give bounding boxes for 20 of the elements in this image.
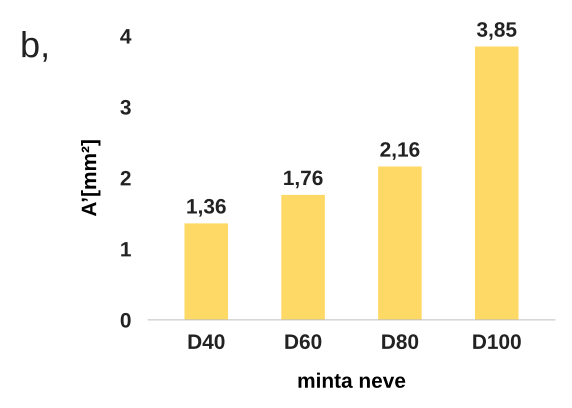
data-label: 1,36 bbox=[187, 198, 226, 217]
x-tick-label: D40 bbox=[188, 334, 225, 350]
data-label: 3,85 bbox=[476, 22, 516, 40]
text: b, bbox=[22, 30, 47, 62]
x-tick-label: D100 bbox=[473, 334, 521, 350]
data-label: 2,16 bbox=[380, 142, 420, 160]
y-tick-label: 1 bbox=[121, 242, 131, 256]
bar bbox=[281, 194, 325, 320]
y-axis-title: A’[mm²] bbox=[81, 140, 100, 216]
bar bbox=[378, 166, 422, 320]
y-tick-label: 0 bbox=[120, 312, 131, 328]
bar bbox=[474, 46, 519, 320]
x-tick-label: D60 bbox=[285, 334, 322, 350]
y-tick-label: 4 bbox=[120, 29, 132, 44]
x-tick-label: D80 bbox=[382, 334, 418, 350]
y-tick-label: 2 bbox=[120, 170, 131, 186]
x-axis-title: minta neve bbox=[298, 372, 406, 388]
data-label: 1,76 bbox=[284, 170, 323, 188]
y-tick-label: 3 bbox=[120, 100, 131, 115]
bar bbox=[184, 223, 228, 320]
